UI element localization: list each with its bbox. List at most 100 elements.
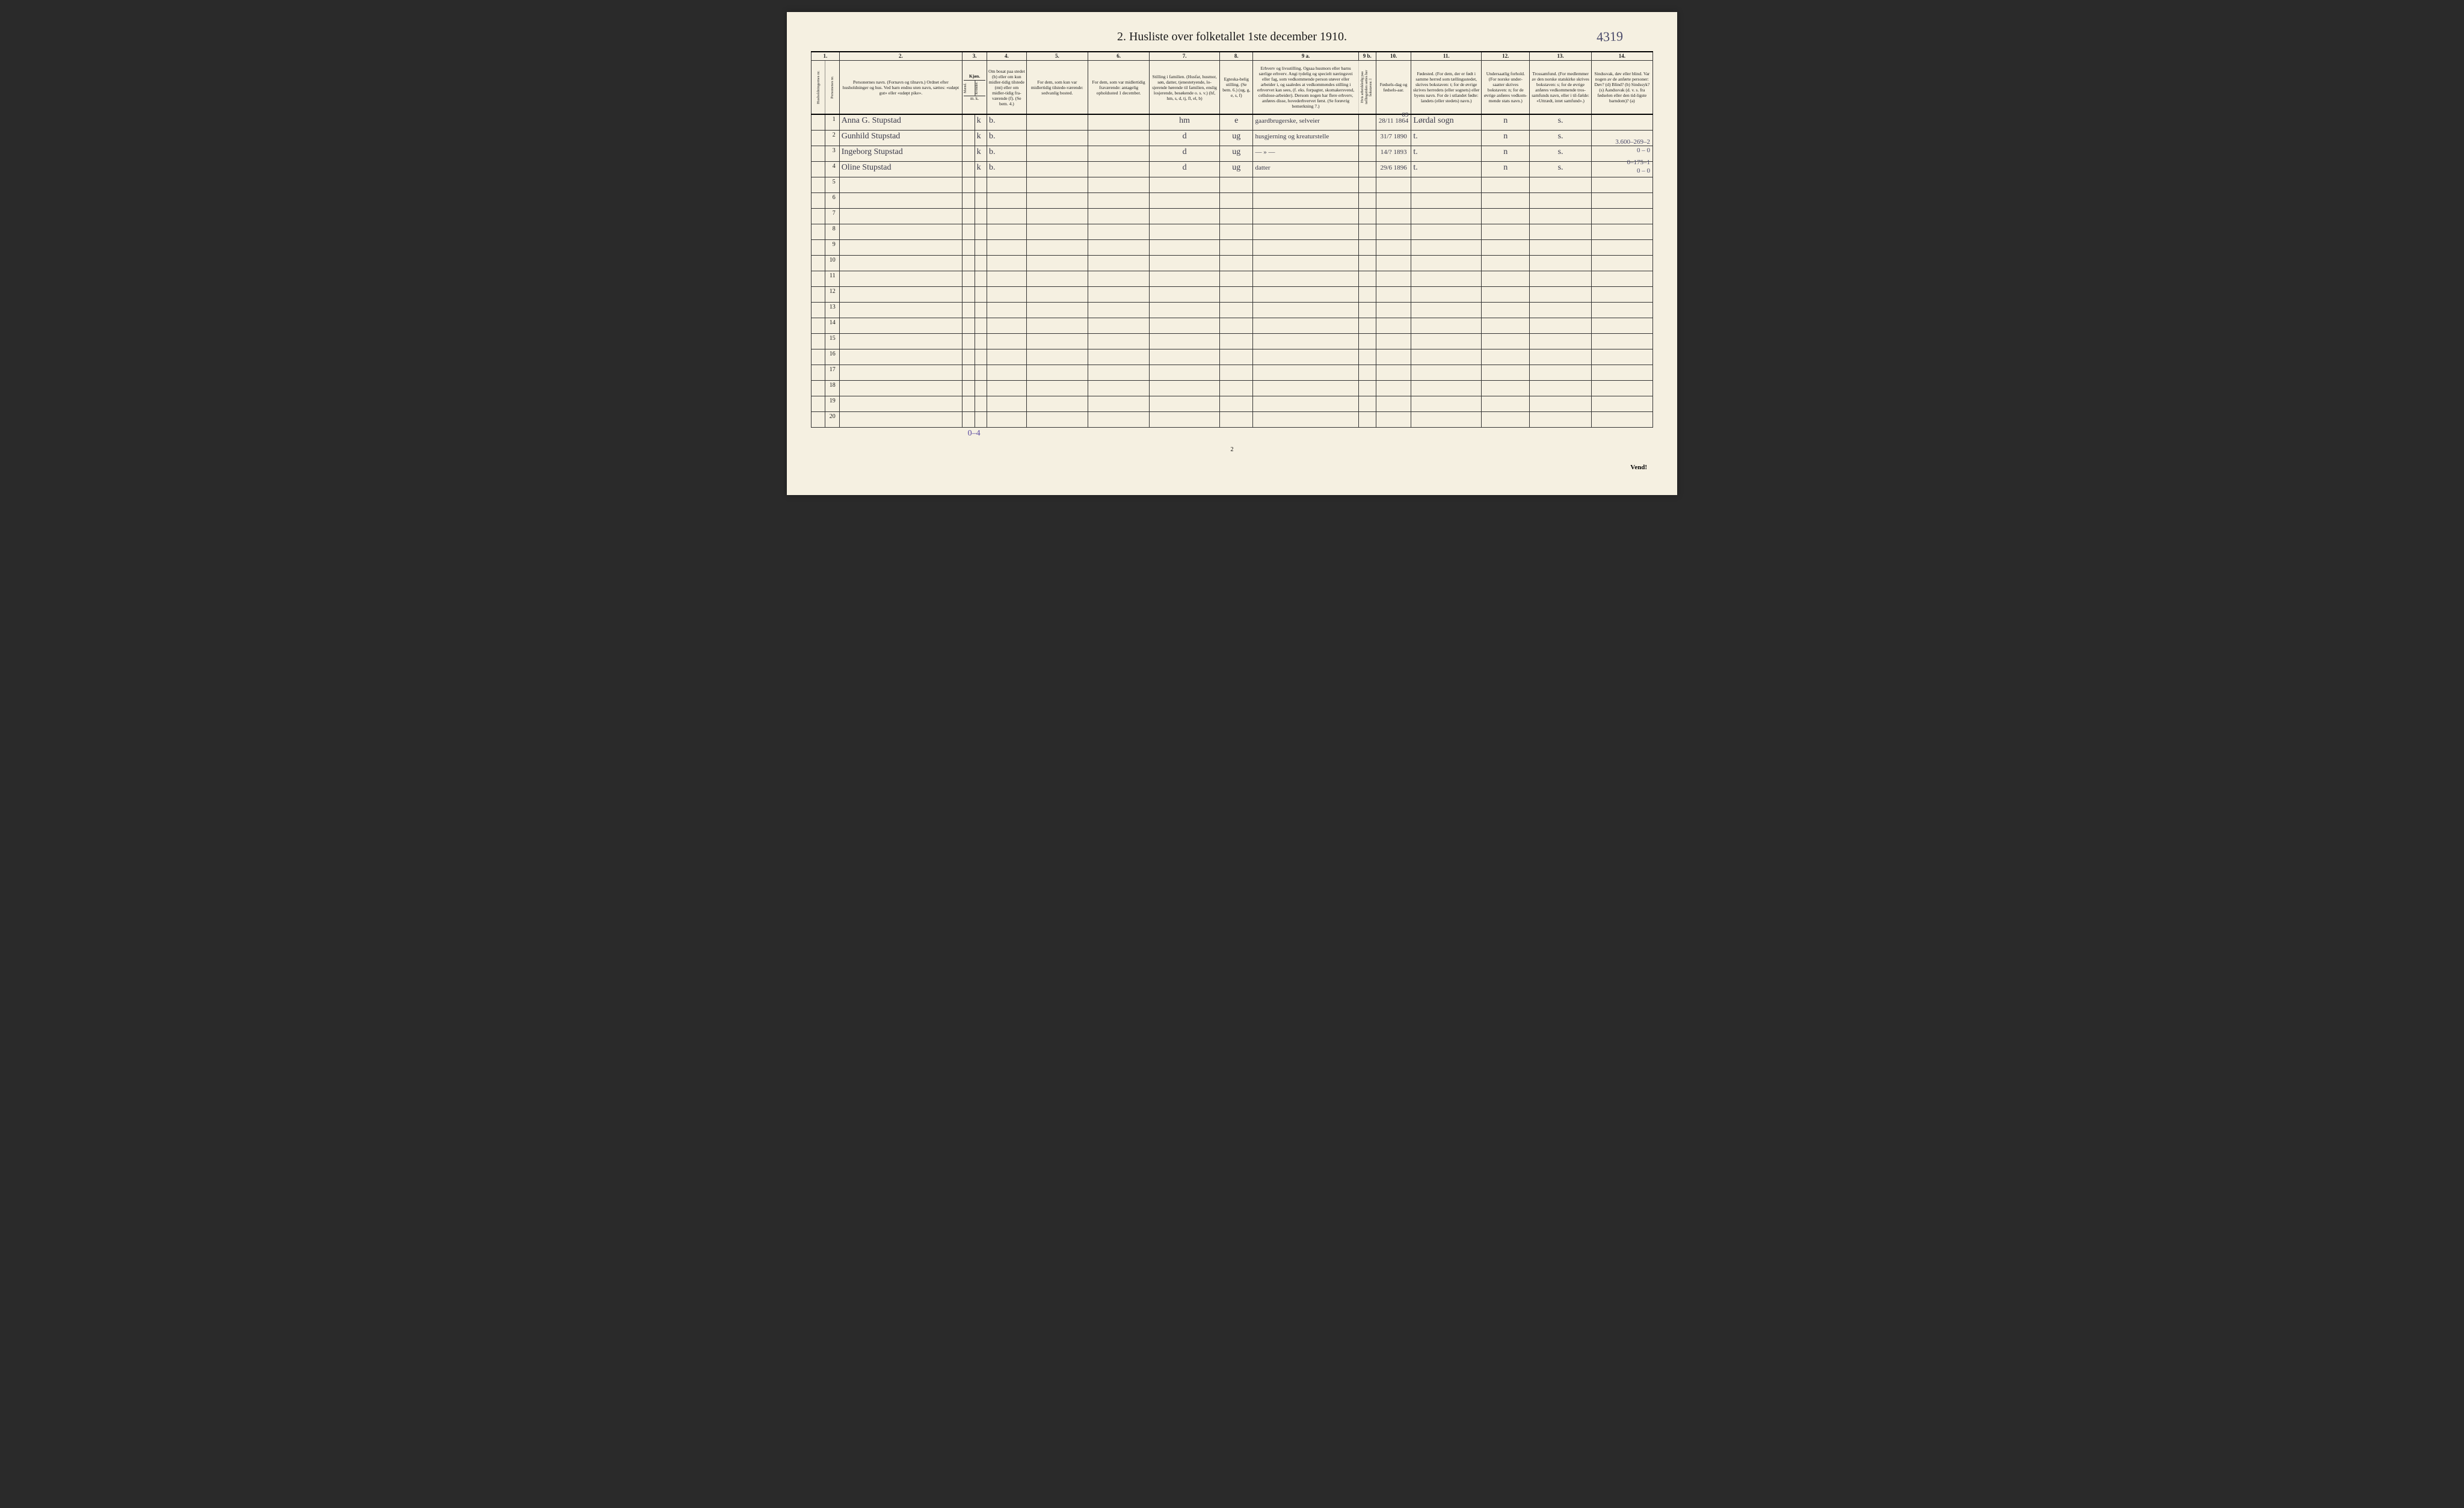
empty-cell (987, 192, 1027, 208)
empty-cell (1530, 286, 1591, 302)
empty-cell (1150, 380, 1220, 396)
page-number: 2 (811, 446, 1653, 453)
temp-present-cell (1026, 114, 1088, 130)
empty-cell (962, 286, 975, 302)
empty-cell (975, 192, 987, 208)
empty-cell (1482, 349, 1530, 365)
table-row: 6 (812, 192, 1653, 208)
header-unemployed: Hvis arbeidsledig paa tællingstiden sætt… (1358, 60, 1376, 114)
empty-cell (1150, 302, 1220, 318)
colnum-2: 2. (839, 52, 962, 60)
colnum-8: 8. (1219, 52, 1252, 60)
sex-m-cell (962, 146, 975, 161)
empty-cell (1253, 224, 1358, 239)
empty-cell (1482, 333, 1530, 349)
temp-present-cell (1026, 161, 1088, 177)
empty-cell (1150, 271, 1220, 286)
empty-cell (975, 286, 987, 302)
occupation-cell: datter (1253, 161, 1358, 177)
empty-cell (1150, 286, 1220, 302)
empty-cell (1253, 192, 1358, 208)
empty-cell (1219, 318, 1252, 333)
person-nr-cell: 19 (825, 396, 839, 411)
empty-cell (1411, 380, 1482, 396)
empty-cell (975, 177, 987, 192)
family-pos-cell: hm (1150, 114, 1220, 130)
empty-cell (1026, 365, 1088, 380)
empty-cell (1150, 333, 1220, 349)
empty-cell (962, 302, 975, 318)
table-row: 5 (812, 177, 1653, 192)
empty-cell (975, 208, 987, 224)
religion-cell: s. (1530, 114, 1591, 130)
empty-cell (1482, 208, 1530, 224)
empty-cell (1026, 380, 1088, 396)
handwritten-page-ref: 4319 (1597, 28, 1624, 45)
residence-cell: b. (987, 114, 1027, 130)
empty-cell (1376, 396, 1411, 411)
empty-cell (1482, 239, 1530, 255)
empty-cell (1150, 255, 1220, 271)
empty-cell (1219, 192, 1252, 208)
colnum-10: 10. (1376, 52, 1411, 60)
household-nr-cell (812, 411, 825, 427)
household-nr-cell (812, 177, 825, 192)
empty-cell (1376, 365, 1411, 380)
empty-cell (1358, 208, 1376, 224)
empty-cell (1482, 396, 1530, 411)
empty-cell (839, 177, 962, 192)
empty-cell (1591, 239, 1652, 255)
table-row: 13 (812, 302, 1653, 318)
person-nr-cell: 9 (825, 239, 839, 255)
person-nr-cell: 4 (825, 161, 839, 177)
empty-cell (1482, 271, 1530, 286)
empty-cell (1219, 396, 1252, 411)
empty-cell (1026, 177, 1088, 192)
empty-cell (1358, 286, 1376, 302)
empty-cell (839, 208, 962, 224)
empty-cell (975, 271, 987, 286)
table-row: 14 (812, 318, 1653, 333)
empty-cell (1411, 349, 1482, 365)
handwritten-margin-note: 0 – 0 (1637, 167, 1650, 174)
empty-cell (1253, 411, 1358, 427)
empty-cell (1358, 365, 1376, 380)
empty-cell (987, 239, 1027, 255)
empty-cell (1591, 380, 1652, 396)
empty-cell (1376, 192, 1411, 208)
empty-cell (1530, 349, 1591, 365)
empty-cell (1088, 192, 1149, 208)
empty-cell (1219, 286, 1252, 302)
empty-cell (987, 177, 1027, 192)
empty-cell (1253, 255, 1358, 271)
disability-cell (1591, 114, 1652, 130)
sex-m-cell (962, 130, 975, 146)
person-nr-cell: 10 (825, 255, 839, 271)
empty-cell (1150, 365, 1220, 380)
empty-cell (1482, 224, 1530, 239)
empty-cell (1482, 380, 1530, 396)
header-residence: Om bosat paa stedet (b) eller om kun mid… (987, 60, 1027, 114)
empty-cell (1253, 239, 1358, 255)
empty-cell (975, 302, 987, 318)
empty-cell (1219, 333, 1252, 349)
census-page: 4319 2. Husliste over folketallet 1ste d… (787, 12, 1677, 495)
empty-cell (1253, 396, 1358, 411)
empty-cell (1026, 192, 1088, 208)
empty-cell (1253, 208, 1358, 224)
sex-k-cell: k (975, 161, 987, 177)
empty-cell (1088, 365, 1149, 380)
empty-cell (1088, 271, 1149, 286)
birthdate-cell: 31/7 1890 (1376, 130, 1411, 146)
empty-cell (1411, 255, 1482, 271)
empty-cell (1358, 271, 1376, 286)
empty-cell (1411, 239, 1482, 255)
empty-cell (1530, 411, 1591, 427)
handwritten-margin-note: 3.600–269–2 (1615, 138, 1650, 146)
empty-cell (1219, 411, 1252, 427)
table-row: 4Oline Stupstadkb.dugdatter29/6 1896t.ns… (812, 161, 1653, 177)
nationality-cell: n (1482, 146, 1530, 161)
residence-cell: b. (987, 130, 1027, 146)
person-nr-cell: 2 (825, 130, 839, 146)
header-marital: Egteska-belig stilling. (Se bem. 6.) (ug… (1219, 60, 1252, 114)
